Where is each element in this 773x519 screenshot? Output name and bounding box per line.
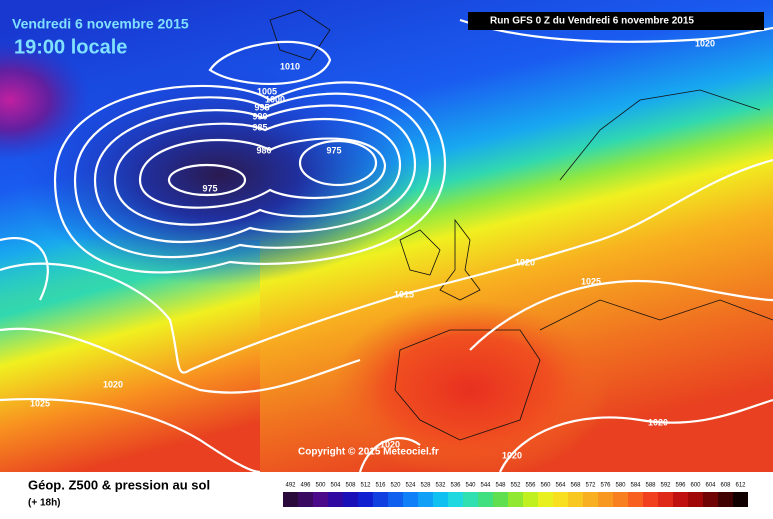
scale-label: 596 <box>675 483 686 489</box>
scale-label: 584 <box>630 483 641 489</box>
scale-swatch <box>313 492 328 507</box>
scale-swatch <box>673 492 688 507</box>
scale-swatch <box>733 492 748 507</box>
isobar-label: 1020 <box>695 38 715 48</box>
run-box <box>468 12 764 30</box>
scale-swatch <box>538 492 553 507</box>
scale-swatch <box>373 492 388 507</box>
scale-swatch <box>403 492 418 507</box>
scale-label: 520 <box>390 483 401 489</box>
map-date: Vendredi 6 novembre 2015 <box>12 16 189 32</box>
isobar-label: 975 <box>202 183 217 193</box>
isobar-label: 1025 <box>581 276 601 286</box>
scale-swatch <box>433 492 448 507</box>
scale-swatch <box>613 492 628 507</box>
scale-label: 532 <box>435 483 446 489</box>
scale-label: 512 <box>360 483 371 489</box>
scale-swatch <box>553 492 568 507</box>
scale-swatch <box>328 492 343 507</box>
isobar-label: 1020 <box>502 450 522 460</box>
scale-label: 556 <box>525 483 536 489</box>
scale-swatch <box>448 492 463 507</box>
scale-swatch <box>658 492 673 507</box>
scale-label: 600 <box>690 483 701 489</box>
isobar-label: 990 <box>252 111 267 121</box>
isobar-label: 995 <box>254 102 269 112</box>
map-time: 19:00 locale <box>14 36 127 58</box>
isobar-label: 1020 <box>380 439 400 449</box>
scale-label: 572 <box>585 483 596 489</box>
isobar-label: 1020 <box>103 379 123 389</box>
scale-swatch <box>523 492 538 507</box>
scale-swatch <box>418 492 433 507</box>
scale-label: 548 <box>495 483 506 489</box>
footer-title: Géop. Z500 & pression au sol <box>28 477 210 492</box>
scale-label: 588 <box>645 483 656 489</box>
run-info: Run GFS 0 Z du Vendredi 6 novembre 2015 <box>490 16 694 27</box>
scale-label: 592 <box>660 483 671 489</box>
isobar-label: 985 <box>252 122 267 132</box>
scale-label: 604 <box>705 483 716 489</box>
scale-label: 540 <box>465 483 476 489</box>
isobar-label: 1010 <box>280 61 300 71</box>
footer-lead: (+ 18h) <box>28 498 61 509</box>
scale-label: 536 <box>450 483 461 489</box>
scale-label: 504 <box>330 483 341 489</box>
scale-swatch <box>388 492 403 507</box>
scale-swatch <box>598 492 613 507</box>
scale-label: 516 <box>375 483 386 489</box>
scale-label: 564 <box>555 483 566 489</box>
scale-swatch <box>568 492 583 507</box>
scale-swatch <box>508 492 523 507</box>
scale-label: 552 <box>510 483 521 489</box>
scale-label: 580 <box>615 483 626 489</box>
scale-label: 560 <box>540 483 551 489</box>
isobar-label: 975 <box>326 145 341 155</box>
scale-swatch <box>493 492 508 507</box>
isobar-label: 1000 <box>265 94 285 104</box>
isobars <box>0 18 773 474</box>
scale-label: 568 <box>570 483 581 489</box>
scale-label: 524 <box>405 483 416 489</box>
scale-swatch <box>478 492 493 507</box>
isobar-label: 1025 <box>30 398 50 408</box>
scale-label: 496 <box>300 483 311 489</box>
isobar-label: 1020 <box>648 417 668 427</box>
scale-label: 612 <box>735 483 746 489</box>
scale-label: 492 <box>285 483 296 489</box>
scale-label: 508 <box>345 483 356 489</box>
scale-label: 576 <box>600 483 611 489</box>
scale-label: 500 <box>315 483 326 489</box>
isobar-label: 1005 <box>257 86 277 96</box>
scale-swatch <box>583 492 598 507</box>
scale-swatch <box>298 492 313 507</box>
scale-label: 528 <box>420 483 431 489</box>
scale-swatch <box>703 492 718 507</box>
isobar-label: 980 <box>256 145 271 155</box>
scale-swatch <box>718 492 733 507</box>
scale-label: 608 <box>720 483 731 489</box>
scale-swatch <box>358 492 373 507</box>
scale-swatch <box>343 492 358 507</box>
scale-swatch <box>628 492 643 507</box>
cold-core <box>0 40 90 160</box>
scale-swatch <box>688 492 703 507</box>
isobar-label: 1015 <box>394 289 414 299</box>
scale-swatch <box>643 492 658 507</box>
scale-label: 544 <box>480 483 491 489</box>
scale-swatch <box>283 492 298 507</box>
scale-swatch <box>463 492 478 507</box>
isobar-label: 1020 <box>515 257 535 267</box>
coastlines <box>269 9 773 441</box>
warm-core <box>330 300 610 480</box>
copyright: Copyright © 2015 Meteociel.fr <box>298 447 439 458</box>
